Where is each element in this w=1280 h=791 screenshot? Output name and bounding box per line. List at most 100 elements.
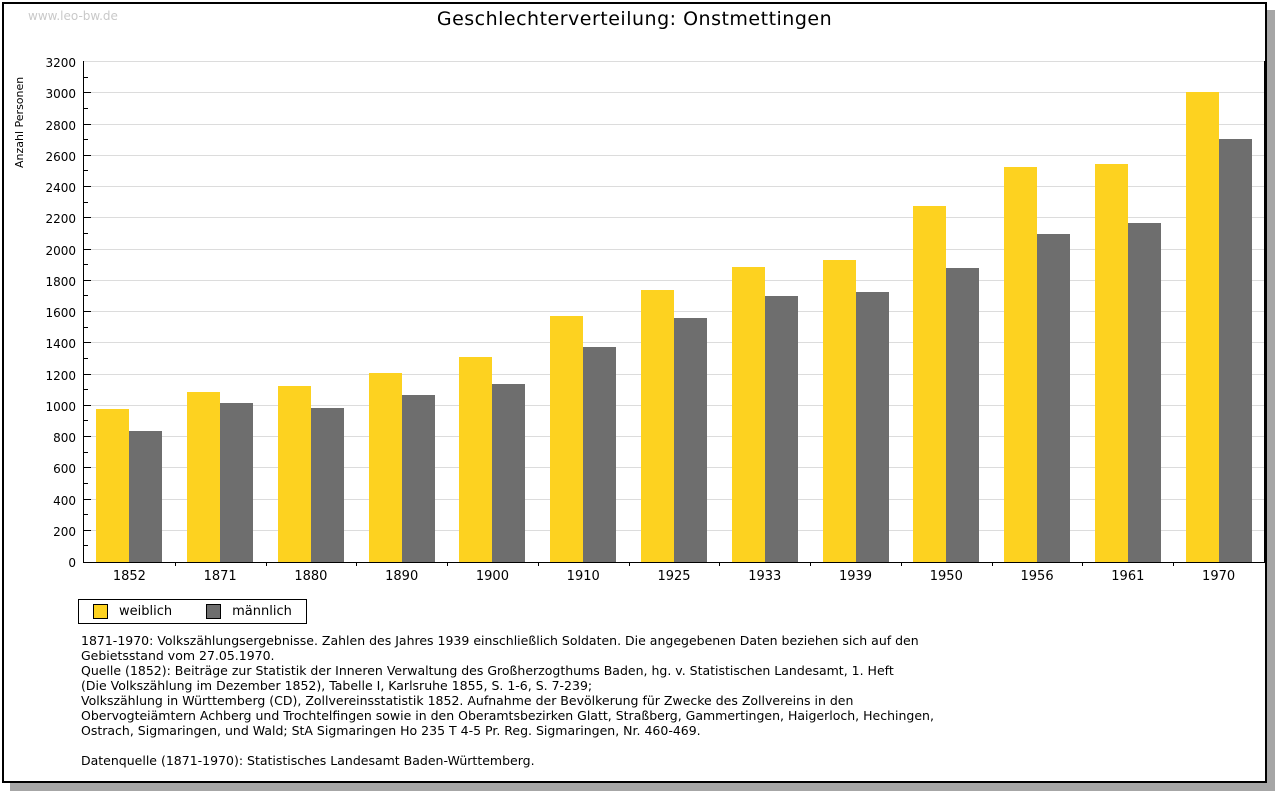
chart-page-frame: www.leo-bw.de Geschlechterverteilung: On…: [2, 2, 1267, 783]
footnote-line-7: Ostrach, Sigmaringen, und Wald; StA Sigm…: [81, 723, 701, 738]
y-tick-label-400: 400: [53, 493, 76, 508]
y-tick-label-2200: 2200: [45, 212, 76, 227]
watermark: www.leo-bw.de: [28, 9, 118, 23]
y-tick-1200: [84, 373, 91, 375]
y-tick-600: [84, 467, 91, 469]
x-boundary-tick-11: [1082, 562, 1084, 566]
footnote-line-2: Gebietsstand vom 27.05.1970.: [81, 648, 275, 663]
y-tick-label-1600: 1600: [45, 306, 76, 320]
x-boundary-tick-12: [1173, 562, 1175, 566]
x-boundary-tick-2: [265, 562, 267, 566]
footnote-line-4: (Die Volkszählung im Dezember 1852), Tab…: [81, 678, 593, 693]
x-boundary-tick-3: [356, 562, 358, 566]
legend-item-maennlich: männlich: [206, 604, 292, 619]
bar-weiblich-1956: [1004, 167, 1038, 562]
gridline-3200: [84, 61, 1264, 62]
y-tick-100: [84, 545, 88, 547]
y-tick-label-1000: 1000: [45, 399, 76, 414]
bar-männlich-1890: [401, 394, 435, 562]
x-boundary-tick-1: [174, 562, 176, 566]
bar-männlich-1910: [583, 347, 617, 562]
legend-label-weiblich: weiblich: [119, 604, 173, 619]
bar-männlich-1939: [855, 291, 889, 562]
bar-weiblich-1910: [550, 315, 584, 562]
x-tick-label-1956: 1956: [1020, 569, 1054, 584]
bar-männlich-1961: [1127, 222, 1161, 562]
y-tick-1900: [84, 264, 88, 266]
y-tick-900: [84, 420, 88, 422]
y-tick-2700: [84, 139, 88, 141]
footnotes: 1871-1970: Volkszählungsergebnisse. Zahl…: [81, 633, 1181, 768]
y-tick-label-2400: 2400: [45, 181, 76, 195]
legend-item-weiblich: weiblich: [93, 604, 172, 619]
legend-label-maennlich: männlich: [232, 604, 292, 619]
y-tick-2900: [84, 107, 88, 109]
gridline-1600: [84, 311, 1264, 312]
y-tick-label-0: 0: [68, 556, 76, 570]
y-tick-1100: [84, 389, 88, 391]
x-tick-label-1900: 1900: [475, 569, 509, 584]
y-tick-label-200: 200: [53, 524, 76, 539]
y-tick-2200: [84, 217, 91, 219]
y-tick-2800: [84, 123, 91, 125]
x-tick-label-1961: 1961: [1111, 569, 1145, 584]
y-tick-1500: [84, 326, 88, 328]
x-boundary-tick-5: [537, 562, 539, 566]
gridline-2200: [84, 217, 1264, 219]
y-tick-label-2600: 2600: [45, 149, 76, 164]
bar-weiblich-1925: [641, 290, 674, 562]
legend: weiblich männlich: [78, 599, 307, 624]
gridline-2400: [84, 186, 1264, 187]
bar-weiblich-1950: [913, 205, 947, 562]
y-tick-300: [84, 514, 88, 516]
x-boundary-tick-7: [719, 562, 721, 566]
bar-weiblich-1939: [822, 259, 856, 562]
x-boundary-tick-10: [991, 562, 993, 566]
footnote-line-6: Obervogteiämtern Achberg und Trochtelfin…: [81, 708, 934, 723]
y-tick-label-2000: 2000: [45, 243, 76, 258]
y-tick-2400: [84, 186, 91, 187]
bar-männlich-1970: [1218, 138, 1252, 562]
y-tick-1000: [84, 404, 91, 406]
bar-weiblich-1890: [368, 372, 402, 562]
bar-weiblich-1880: [277, 386, 311, 562]
y-tick-1300: [84, 357, 88, 359]
bar-männlich-1925: [674, 318, 707, 562]
x-tick-label-1880: 1880: [294, 569, 328, 584]
y-tick-2500: [84, 170, 88, 172]
y-tick-2000: [84, 248, 91, 250]
x-tick-label-1890: 1890: [385, 569, 419, 584]
y-tick-3000: [84, 92, 91, 94]
x-tick-label-1910: 1910: [566, 569, 600, 584]
bar-männlich-1871: [220, 403, 254, 562]
y-tick-700: [84, 451, 88, 453]
y-tick-1400: [84, 342, 91, 344]
footnote-lines: 1871-1970: Volkszählungsergebnisse. Zahl…: [81, 633, 1181, 738]
x-tick-label-1852: 1852: [112, 569, 146, 584]
chart-title: Geschlechterverteilung: Onstmettingen: [436, 8, 833, 30]
bar-weiblich-1961: [1094, 163, 1128, 562]
bar-weiblich-1852: [96, 408, 130, 562]
bar-weiblich-1970: [1185, 91, 1219, 562]
footnote-line-1: 1871-1970: Volkszählungsergebnisse. Zahl…: [81, 633, 919, 648]
bar-männlich-1950: [946, 268, 980, 562]
bar-männlich-1880: [310, 408, 344, 562]
y-tick-1700: [84, 295, 88, 297]
x-tick-label-1933: 1933: [748, 569, 782, 584]
x-boundary-tick-4: [447, 562, 449, 566]
legend-swatch-maennlich: [206, 604, 222, 619]
bar-männlich-1852: [129, 430, 163, 562]
bar-weiblich-1933: [731, 266, 765, 562]
y-tick-200: [84, 529, 91, 531]
footnote-line-3: Quelle (1852): Beiträge zur Statistik de…: [81, 663, 894, 678]
y-tick-label-3000: 3000: [45, 87, 76, 102]
x-tick-label-1939: 1939: [838, 569, 873, 584]
x-boundary-tick-8: [810, 562, 812, 566]
y-tick-2600: [84, 154, 91, 156]
y-tick-label-600: 600: [53, 462, 76, 477]
footnote-line-5: Volkszählung in Württemberg (CD), Zollve…: [81, 693, 854, 708]
bar-männlich-1900: [492, 383, 526, 562]
legend-swatch-weiblich: [93, 604, 108, 619]
bar-weiblich-1871: [187, 392, 221, 562]
gridline-3000: [84, 92, 1264, 94]
